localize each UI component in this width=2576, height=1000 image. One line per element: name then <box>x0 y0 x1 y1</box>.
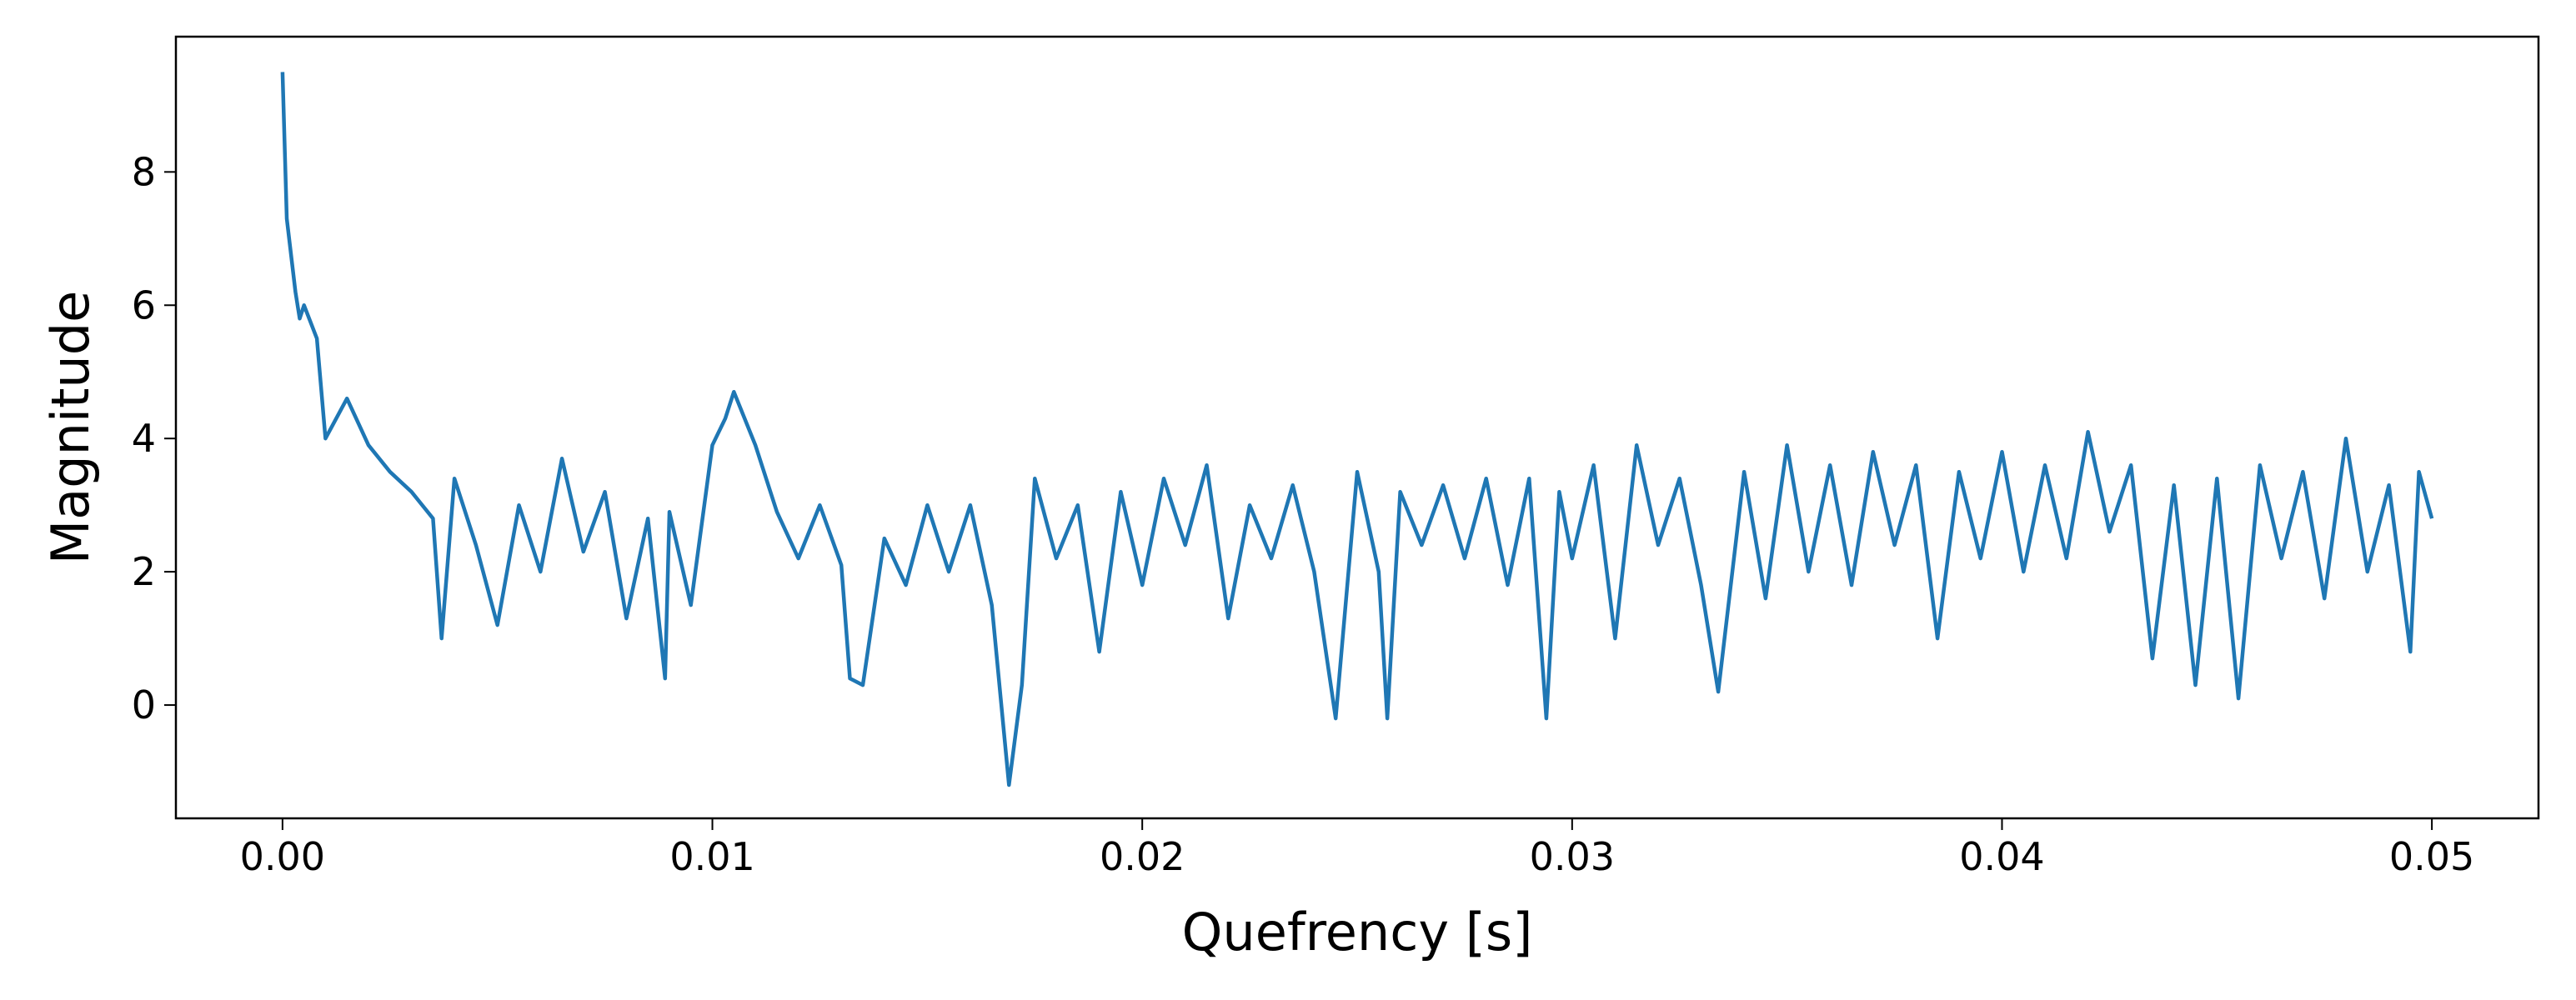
y-tick-label: 0 <box>132 682 156 728</box>
x-tick-label: 0.01 <box>669 834 754 879</box>
x-tick-label: 0.04 <box>1959 834 2044 879</box>
y-tick-label: 6 <box>132 282 156 328</box>
x-tick-label: 0.02 <box>1100 834 1185 879</box>
y-tick-label: 4 <box>132 416 156 461</box>
x-axis-label: Quefrency [s] <box>1182 902 1533 962</box>
x-tick-label: 0.03 <box>1530 834 1615 879</box>
data-line <box>280 72 2434 788</box>
x-tick-label: 0.05 <box>2389 834 2474 879</box>
x-tick-label: 0.00 <box>240 834 325 879</box>
y-tick-label: 2 <box>132 549 156 594</box>
plot-frame <box>174 35 2540 820</box>
y-tick-label: 8 <box>132 149 156 194</box>
y-axis-label: Magnitude <box>40 291 101 564</box>
